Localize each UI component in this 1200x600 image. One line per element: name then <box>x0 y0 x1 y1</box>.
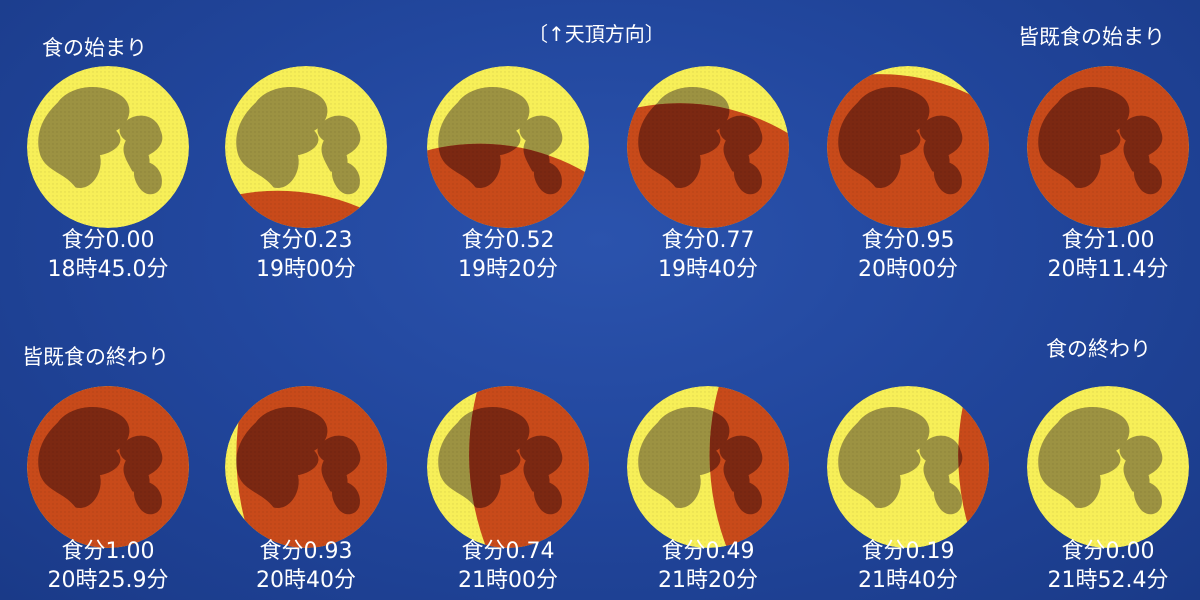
eclipse-magnitude: 食分1.00 <box>1061 228 1155 253</box>
phase-time: 18時45.0分 <box>47 257 169 282</box>
eclipse-magnitude: 食分0.49 <box>661 539 755 564</box>
eclipse-start-label: 食の始まり <box>42 36 147 60</box>
eclipse-magnitude: 食分0.95 <box>861 228 955 253</box>
phase-caption-1: 食分0.00 18時45.0分 <box>18 226 198 284</box>
totality-end-label: 皆既食の終わり <box>22 345 169 369</box>
moon-phase-5 <box>827 66 989 228</box>
eclipse-magnitude: 食分0.00 <box>1061 539 1155 564</box>
eclipse-magnitude: 食分0.77 <box>661 228 755 253</box>
eclipse-magnitude: 食分0.74 <box>461 539 555 564</box>
moon-phase-12 <box>1027 386 1189 548</box>
phase-time: 19時00分 <box>256 257 356 282</box>
phase-caption-5: 食分0.95 20時00分 <box>818 226 998 284</box>
moon-phase-3 <box>427 66 589 228</box>
totality-start-label: 皆既食の始まり <box>1018 25 1165 49</box>
moon-phase-10 <box>627 386 789 548</box>
moon-phase-2 <box>225 66 387 228</box>
eclipse-end-label: 食の終わり <box>1046 337 1151 361</box>
phase-caption-8: 食分0.93 20時40分 <box>216 537 396 595</box>
eclipse-magnitude: 食分0.00 <box>61 228 155 253</box>
moon-phase-9 <box>427 386 589 548</box>
eclipse-magnitude: 食分0.93 <box>259 539 353 564</box>
phase-caption-11: 食分0.19 21時40分 <box>818 537 998 595</box>
phase-caption-10: 食分0.49 21時20分 <box>618 537 798 595</box>
phase-time: 20時25.9分 <box>47 568 169 593</box>
phase-caption-12: 食分0.00 21時52.4分 <box>1018 537 1198 595</box>
phase-time: 21時00分 <box>458 568 558 593</box>
moon-phase-1 <box>27 66 189 228</box>
phase-caption-6: 食分1.00 20時11.4分 <box>1018 226 1198 284</box>
moon-phase-6 <box>1027 66 1189 228</box>
phase-time: 21時40分 <box>858 568 958 593</box>
moon-phase-11 <box>827 386 989 548</box>
eclipse-magnitude: 食分0.19 <box>861 539 955 564</box>
eclipse-magnitude: 食分0.52 <box>461 228 555 253</box>
phase-caption-4: 食分0.77 19時40分 <box>618 226 798 284</box>
moon-phase-8 <box>225 386 387 548</box>
phase-caption-9: 食分0.74 21時00分 <box>418 537 598 595</box>
phase-time: 19時20分 <box>458 257 558 282</box>
phase-time: 21時52.4分 <box>1047 568 1169 593</box>
phase-time: 20時00分 <box>858 257 958 282</box>
moon-phase-4 <box>627 66 789 228</box>
zenith-direction-label: 〔↑天頂方向〕 <box>528 22 665 46</box>
phase-caption-2: 食分0.23 19時00分 <box>216 226 396 284</box>
eclipse-magnitude: 食分1.00 <box>61 539 155 564</box>
phase-time: 20時11.4分 <box>1047 257 1169 282</box>
phase-time: 21時20分 <box>658 568 758 593</box>
phase-time: 20時40分 <box>256 568 356 593</box>
phase-time: 19時40分 <box>658 257 758 282</box>
moon-phase-7 <box>27 386 189 548</box>
eclipse-magnitude: 食分0.23 <box>259 228 353 253</box>
phase-caption-3: 食分0.52 19時20分 <box>418 226 598 284</box>
phase-caption-7: 食分1.00 20時25.9分 <box>18 537 198 595</box>
